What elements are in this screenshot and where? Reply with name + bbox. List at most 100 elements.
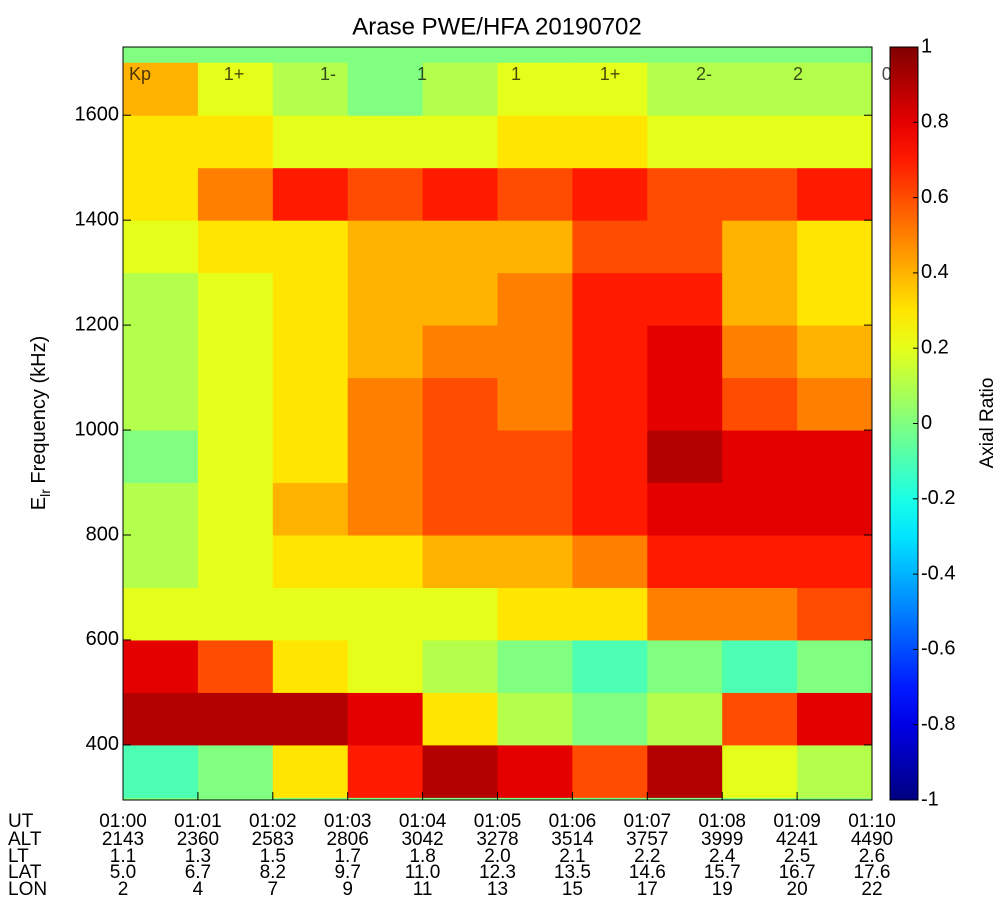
- kp-label: 1-: [320, 64, 336, 84]
- heatmap-cell: [272, 167, 349, 221]
- kp-label: 2: [793, 64, 803, 84]
- heatmap-cell: [123, 325, 199, 379]
- heatmap-cell: [722, 167, 798, 221]
- x-table-value: 01:05: [474, 811, 522, 832]
- heatmap-cell: [123, 115, 199, 169]
- x-table-value: 4490: [851, 829, 893, 850]
- heatmap-cell: [647, 639, 723, 693]
- x-table-value: 01:06: [549, 811, 597, 832]
- x-table-value: 2143: [102, 829, 144, 850]
- heatmap-cell: [347, 430, 424, 484]
- x-table-value: 22: [861, 879, 882, 900]
- heatmap-cell: [422, 220, 498, 274]
- colorbar-tick-label: -0.2: [921, 487, 955, 509]
- heatmap-cell: [722, 115, 798, 169]
- heatmap-cell: [197, 220, 274, 274]
- heatmap-cell: [497, 220, 573, 274]
- heatmap-cell: [123, 167, 199, 221]
- x-table-value: 19: [712, 879, 733, 900]
- heatmap-cell: [497, 482, 573, 536]
- heatmap-cell: [347, 639, 424, 693]
- y-tick-label: 1400: [75, 208, 120, 230]
- heatmap-cell: [572, 482, 648, 536]
- heatmap-cell: [123, 744, 199, 798]
- heatmap-cell: [797, 744, 873, 798]
- colorbar-tick-label: -0.6: [921, 638, 955, 660]
- y-tick-label: 1000: [75, 418, 120, 440]
- x-table-row-label: LT: [8, 846, 29, 867]
- x-table-row-label: LAT: [8, 862, 42, 883]
- heatmap-cell: [497, 377, 573, 431]
- colorbar-tick-label: -0.8: [921, 713, 955, 735]
- heatmap-cell: [272, 272, 349, 326]
- heatmap-cell: [197, 272, 274, 326]
- heatmap-cell: [797, 62, 873, 116]
- heatmap-cell: [497, 535, 573, 588]
- heatmap-cell: [722, 744, 798, 798]
- y-tick-label: 400: [86, 733, 119, 755]
- heatmap-cell: [123, 62, 199, 116]
- colorbar-label: Axial Ratio: [977, 378, 998, 469]
- heatmap-cell: [197, 744, 274, 798]
- heatmap-cell: [797, 692, 873, 746]
- heatmap-cell: [197, 430, 274, 484]
- heatmap-cell: [197, 535, 274, 588]
- heatmap-cell: [422, 692, 498, 746]
- heatmap-cell: [123, 430, 199, 484]
- heatmap-cell: [647, 587, 723, 641]
- x-table-value: 15.7: [704, 862, 741, 883]
- heatmap-cell: [272, 430, 349, 484]
- x-table-value: 4: [193, 879, 204, 900]
- x-table-value: 4241: [776, 829, 818, 850]
- heatmap-cell: [722, 325, 798, 379]
- heatmap-cell: [497, 167, 573, 221]
- heatmap-cell: [123, 220, 199, 274]
- heatmap-cell: [647, 167, 723, 221]
- heatmap-cell: [347, 220, 424, 274]
- heatmap-cell: [647, 325, 723, 379]
- x-table-value: 20: [787, 879, 808, 900]
- x-table-value: 11.0: [405, 862, 441, 883]
- heatmap-cell: [572, 377, 648, 431]
- heatmap-cell: [647, 482, 723, 536]
- heatmap-cell: [572, 167, 648, 221]
- heatmap-cell: [647, 744, 723, 798]
- heatmap-cell: [722, 587, 798, 641]
- heatmap-cell: [797, 325, 873, 379]
- heatmap-cell: [722, 62, 798, 116]
- heatmap-cell: [422, 535, 498, 588]
- x-table-value: 12.3: [479, 862, 516, 883]
- x-table-value: 01:00: [99, 811, 147, 832]
- heatmap-cell: [797, 220, 873, 274]
- heatmap-cell: [272, 115, 349, 169]
- heatmap-cell: [347, 587, 424, 641]
- x-table-value: 9: [342, 879, 353, 900]
- heatmap-cell: [722, 220, 798, 274]
- heatmap-cell: [197, 639, 274, 693]
- heatmap-cell: [272, 325, 349, 379]
- x-table-value: 2360: [177, 829, 219, 850]
- x-table-value: 01:04: [399, 811, 447, 832]
- x-table-value: 7: [268, 879, 279, 900]
- heatmap-cell: [272, 482, 349, 536]
- heatmap-cell: [497, 325, 573, 379]
- x-table-value: 2.0: [484, 846, 510, 867]
- x-table-value: 2.1: [559, 846, 585, 867]
- heatmap-cell: [197, 692, 274, 746]
- heatmap-cell: [797, 535, 873, 588]
- heatmap-cell: [722, 430, 798, 484]
- heatmap-cell: [722, 377, 798, 431]
- x-table-value: 13.5: [554, 862, 591, 883]
- y-tick-label: 1600: [75, 103, 120, 125]
- x-table-value: 01:02: [249, 811, 297, 832]
- x-table-value: 1.3: [185, 846, 211, 867]
- x-table-value: 01:08: [698, 811, 746, 832]
- x-table-value: 2.4: [709, 846, 736, 867]
- x-table-value: 17.6: [854, 862, 891, 883]
- heatmap-cell: [797, 115, 873, 169]
- chart-title: Arase PWE/HFA 20190702: [352, 13, 642, 40]
- heatmap-cell: [722, 535, 798, 588]
- x-table-value: 2806: [327, 829, 369, 850]
- heatmap-cell: [722, 692, 798, 746]
- heatmap-cell: [347, 535, 424, 588]
